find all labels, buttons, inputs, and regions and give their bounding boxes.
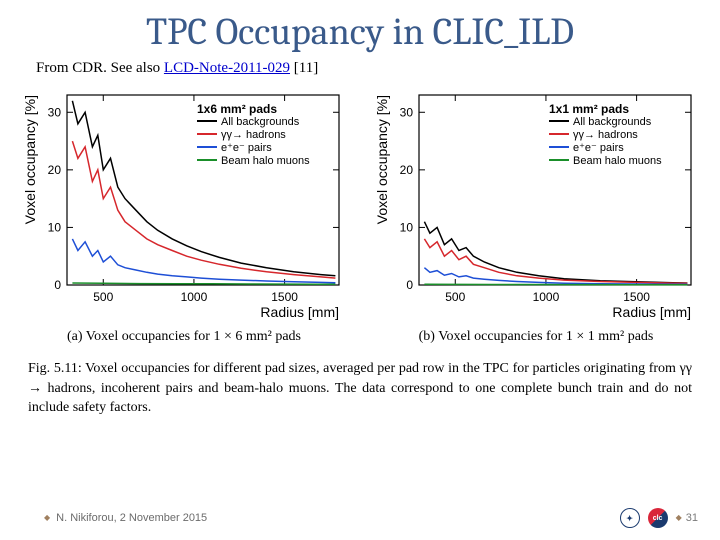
- chart-panel-b: 500 1000 1500 0 10 20 30 Radius [mm] Voxel occup…: [371, 85, 701, 345]
- svg-text:All backgrounds: All backgrounds: [573, 116, 652, 128]
- figure-caption: Fig. 5.11: Voxel occupancies for differe…: [0, 345, 720, 418]
- panel-caption-a: (a) Voxel occupancies for 1 × 6 mm² pads: [67, 329, 301, 345]
- svg-text:10: 10: [48, 220, 62, 234]
- panel-caption-b: (b) Voxel occupancies for 1 × 1 mm² pads: [419, 329, 654, 345]
- lcd-note-link[interactable]: LCD-Note-2011-029: [164, 60, 290, 76]
- chart-a: 500 1000 1500 0 10 20 30 Radius [mm] Voxel occup…: [19, 85, 349, 325]
- svg-text:20: 20: [48, 163, 62, 177]
- page-title: TPC Occupancy in CLIC_ILD: [0, 0, 720, 60]
- svg-text:500: 500: [93, 290, 113, 304]
- clic-logo-icon: clc: [648, 508, 668, 528]
- svg-text:30: 30: [48, 105, 62, 119]
- svg-text:γγ→ hadrons: γγ→ hadrons: [573, 129, 638, 141]
- subtitle: From CDR. See also LCD-Note-2011-029 [11…: [0, 60, 720, 77]
- svg-text:30: 30: [400, 105, 414, 119]
- cern-logo-icon: ✦: [620, 508, 640, 528]
- svg-text:Radius [mm]: Radius [mm]: [612, 304, 691, 320]
- svg-text:10: 10: [400, 220, 414, 234]
- chart-b: 500 1000 1500 0 10 20 30 Radius [mm] Voxel occup…: [371, 85, 701, 325]
- svg-text:1x1 mm² pads: 1x1 mm² pads: [549, 102, 629, 116]
- svg-text:1x6 mm² pads: 1x6 mm² pads: [197, 102, 277, 116]
- svg-text:20: 20: [400, 163, 414, 177]
- svg-text:γγ→ hadrons: γγ→ hadrons: [221, 129, 286, 141]
- svg-text:e⁺e⁻ pairs: e⁺e⁻ pairs: [573, 142, 624, 154]
- svg-text:All backgrounds: All backgrounds: [221, 116, 300, 128]
- svg-text:0: 0: [54, 278, 61, 292]
- svg-text:1500: 1500: [271, 290, 298, 304]
- subtitle-prefix: From CDR. See also: [36, 60, 164, 76]
- svg-text:1000: 1000: [533, 290, 560, 304]
- svg-text:500: 500: [445, 290, 465, 304]
- svg-text:Radius [mm]: Radius [mm]: [260, 304, 339, 320]
- chart-panel-a: 500 1000 1500 0 10 20 30 Radius [mm] Voxel occup…: [19, 85, 349, 345]
- svg-text:e⁺e⁻ pairs: e⁺e⁻ pairs: [221, 142, 272, 154]
- svg-text:1500: 1500: [623, 290, 650, 304]
- svg-text:Beam halo muons: Beam halo muons: [221, 155, 310, 167]
- charts-row: 500 1000 1500 0 10 20 30 Radius [mm] Voxel occup…: [0, 77, 720, 345]
- subtitle-suffix: [11]: [290, 60, 318, 76]
- footer-author: N. Nikiforou, 2 November 2015: [44, 512, 207, 524]
- svg-text:Voxel occupancy [%]: Voxel occupancy [%]: [374, 95, 390, 224]
- svg-text:Voxel occupancy [%]: Voxel occupancy [%]: [22, 95, 38, 224]
- svg-text:0: 0: [406, 278, 413, 292]
- page-number: 31: [676, 512, 698, 524]
- svg-text:1000: 1000: [181, 290, 208, 304]
- svg-text:Beam halo muons: Beam halo muons: [573, 155, 662, 167]
- footer: N. Nikiforou, 2 November 2015 ✦ clc 31: [0, 508, 720, 528]
